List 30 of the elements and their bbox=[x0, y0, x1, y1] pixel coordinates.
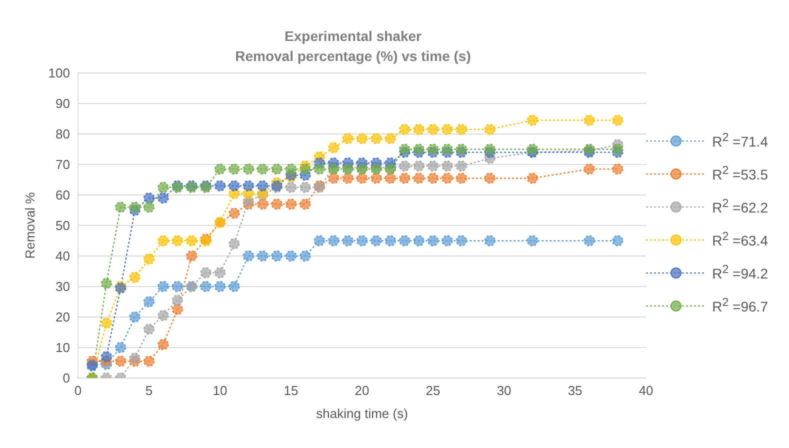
x-tick-label: 25 bbox=[426, 383, 440, 398]
legend-label: R$^{2}$ =96.7 bbox=[712, 296, 768, 315]
y-tick-label: 30 bbox=[56, 279, 70, 294]
y-tick-label: 90 bbox=[56, 96, 70, 112]
y-axis-title: Removal % bbox=[22, 192, 38, 259]
y-tick-label: 40 bbox=[56, 248, 70, 264]
x-tick-label: 35 bbox=[568, 383, 582, 398]
y-tick-label: 20 bbox=[56, 310, 70, 325]
x-tick-label: 0 bbox=[74, 383, 82, 398]
x-tick-label: 20 bbox=[354, 383, 370, 398]
y-tick-label: 50 bbox=[56, 218, 70, 234]
x-tick-label: 5 bbox=[145, 383, 153, 398]
chart-subtitle: Removal percentage (%) vs time (s) bbox=[235, 48, 471, 64]
legend-label: R$^{2}$ =94.2 bbox=[712, 263, 768, 282]
legend-label: R$^{2}$ =63.4 bbox=[712, 230, 768, 249]
legend-label: R$^{2}$ =62.2 bbox=[712, 197, 768, 216]
y-tick-label: 10 bbox=[56, 340, 70, 356]
y-tick-label: 80 bbox=[56, 126, 70, 142]
y-tick-label: 70 bbox=[56, 157, 70, 172]
legend-label: R$^{2}$ =71.4 bbox=[712, 131, 768, 150]
x-tick-label: 10 bbox=[212, 383, 228, 398]
x-tick-label: 30 bbox=[496, 383, 512, 398]
chart-title: Experimental shaker bbox=[284, 28, 422, 44]
y-tick-label: 0 bbox=[62, 370, 70, 386]
y-tick-label: 100 bbox=[48, 66, 70, 81]
y-tick-label: 60 bbox=[56, 188, 70, 203]
x-tick-label: 40 bbox=[638, 383, 654, 398]
x-tick-label: 15 bbox=[284, 383, 298, 398]
x-axis-title: shaking time (s) bbox=[316, 406, 408, 421]
legend-label: R$^{2}$ =53.5 bbox=[712, 164, 768, 183]
